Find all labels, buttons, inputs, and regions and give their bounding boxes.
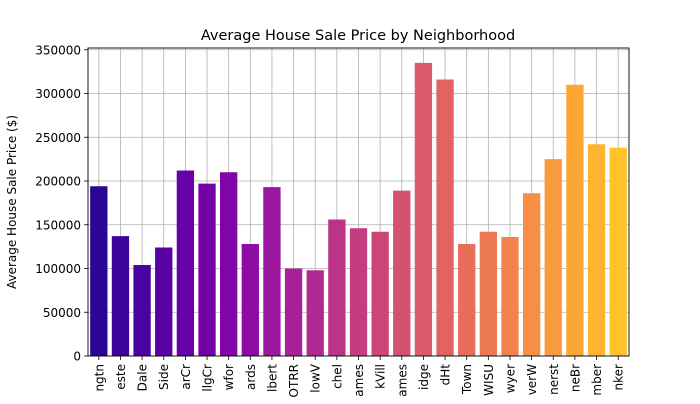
x-tick-label: ames bbox=[395, 364, 409, 397]
bar bbox=[349, 228, 368, 356]
y-tick-label: 50000 bbox=[43, 306, 81, 320]
bar bbox=[414, 62, 433, 356]
x-tick-label: este bbox=[114, 364, 128, 390]
bar bbox=[133, 265, 151, 356]
y-tick-label: 100000 bbox=[35, 262, 81, 276]
y-tick-label: 0 bbox=[73, 350, 81, 364]
y-tick-label: 200000 bbox=[35, 175, 81, 189]
bar bbox=[198, 183, 216, 356]
bar bbox=[436, 79, 454, 356]
x-tick-label: wfor bbox=[222, 364, 236, 390]
y-tick-label: 150000 bbox=[35, 218, 81, 232]
x-tick-label: llgCr bbox=[201, 364, 215, 392]
y-tick-label: 300000 bbox=[35, 87, 81, 101]
y-tick-label: 350000 bbox=[35, 43, 81, 57]
bar bbox=[220, 172, 238, 356]
x-tick-label: idge bbox=[417, 364, 431, 390]
x-tick-label: Dale bbox=[136, 364, 150, 391]
x-axis-ticks: ngtn este Dale Side arCr llgCr wfor ards lbert OT… bbox=[92, 356, 626, 397]
bar bbox=[479, 231, 497, 356]
x-tick-label: arCr bbox=[179, 364, 193, 390]
bar bbox=[111, 236, 130, 356]
x-tick-label: lowV bbox=[309, 363, 323, 392]
x-tick-label: Town bbox=[460, 364, 474, 395]
y-tick-label: 250000 bbox=[35, 131, 81, 145]
x-tick-label: nerst bbox=[547, 364, 561, 395]
x-tick-label: neBr bbox=[568, 364, 582, 392]
bar bbox=[393, 190, 411, 356]
x-tick-label: OTRR bbox=[287, 364, 301, 397]
bar bbox=[176, 170, 195, 356]
bar bbox=[263, 187, 281, 356]
bar bbox=[328, 219, 346, 356]
bar bbox=[544, 159, 562, 356]
x-tick-label: WISU bbox=[482, 364, 496, 396]
y-axis-ticks: 0 50000 100000 150000 200000 250000 300000 3500… bbox=[35, 43, 88, 364]
x-tick-label: verW bbox=[525, 364, 539, 395]
x-tick-label: ngtn bbox=[92, 364, 106, 392]
bar bbox=[501, 237, 519, 356]
bar bbox=[609, 147, 627, 356]
bar bbox=[458, 244, 476, 356]
x-tick-label: lbert bbox=[265, 364, 279, 392]
chart-title: Average House Sale Price by Neighborhood bbox=[201, 28, 515, 44]
bar bbox=[284, 268, 303, 356]
bar bbox=[587, 144, 606, 356]
x-tick-label: dHt bbox=[439, 364, 453, 386]
x-tick-label: chel bbox=[330, 364, 344, 389]
bar bbox=[90, 186, 108, 356]
x-tick-label: nker bbox=[612, 364, 626, 391]
y-axis-label: Average House Sale Price ($) bbox=[5, 115, 19, 289]
x-tick-label: wyer bbox=[503, 364, 517, 393]
x-tick-label: Side bbox=[157, 364, 171, 390]
bar bbox=[522, 193, 541, 356]
x-tick-label: mber bbox=[590, 364, 604, 396]
x-tick-label: ards bbox=[244, 364, 258, 390]
bars bbox=[90, 62, 627, 356]
bar bbox=[371, 231, 389, 356]
x-tick-label: ames bbox=[352, 364, 366, 397]
bar bbox=[155, 247, 173, 356]
bar bbox=[566, 84, 584, 356]
x-tick-label: kVill bbox=[374, 364, 388, 389]
bar bbox=[241, 244, 259, 356]
bar bbox=[306, 270, 324, 356]
